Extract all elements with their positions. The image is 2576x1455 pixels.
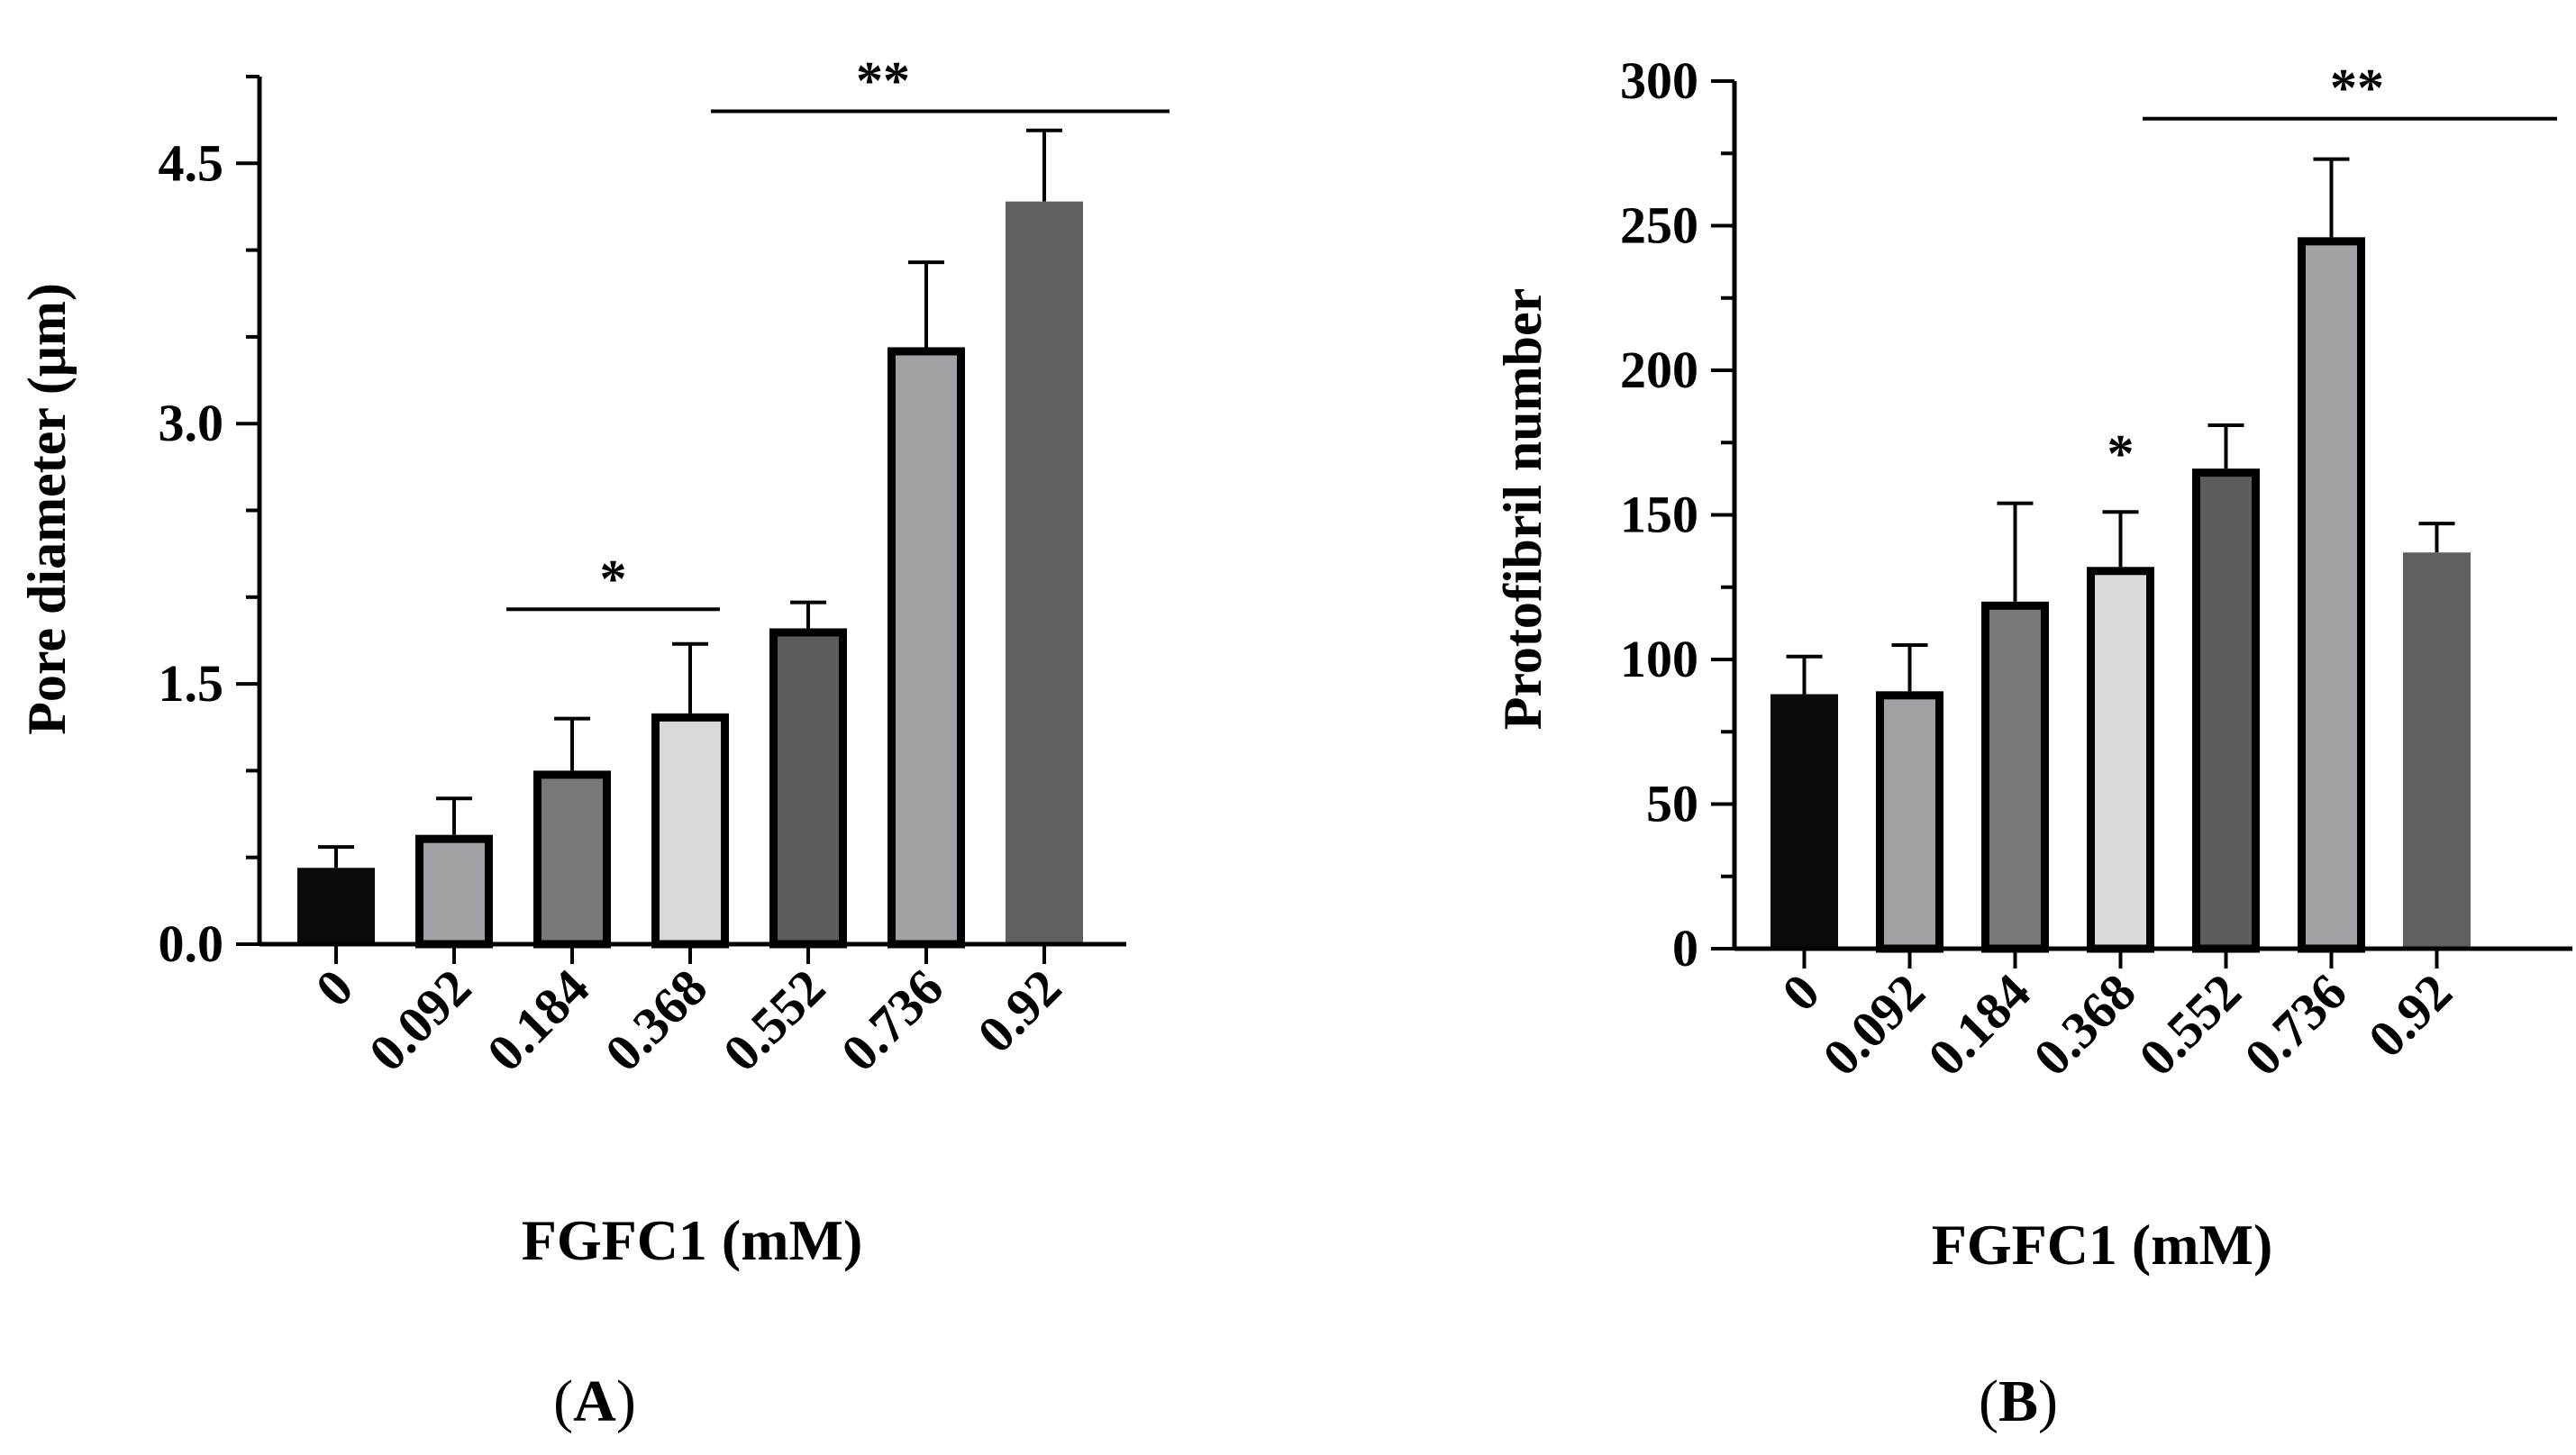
panel-a-caption-close: ) bbox=[616, 1369, 636, 1434]
panel-b-significance-label-0: * bbox=[2107, 423, 2135, 483]
panel-a-bar-6 bbox=[1006, 201, 1083, 944]
panel-b-caption: (B) bbox=[1979, 1369, 2058, 1434]
panel-b-y-tick-label-3: 150 bbox=[1620, 486, 1698, 544]
panel-b-caption-letter: B bbox=[1998, 1369, 2038, 1434]
panel-b-bar-2 bbox=[1981, 601, 2049, 953]
panel-a-caption: (A) bbox=[553, 1369, 636, 1434]
panel-b-y-tick-label-4: 200 bbox=[1620, 341, 1698, 399]
panel-a-x-tick-label-4: 0.552 bbox=[712, 958, 836, 1082]
panel-b-x-tick-label-3: 0.368 bbox=[2022, 962, 2146, 1087]
panel-b-bar-5 bbox=[2298, 237, 2365, 953]
panel-b-x-tick-label-5: 0.736 bbox=[2233, 962, 2357, 1087]
panel-a-bar-2 bbox=[533, 770, 611, 949]
panel-b-bar-0 bbox=[1770, 694, 1838, 949]
panel-b-bar-1 bbox=[1876, 691, 1943, 953]
panel-a-bar-4 bbox=[769, 628, 847, 949]
panel-a-significance-label-1: ** bbox=[856, 51, 910, 111]
panel-a-x-axis-label: FGFC1 (mM) bbox=[522, 1208, 863, 1272]
panel-a-y-tick-label-3: 4.5 bbox=[159, 133, 224, 192]
panel-a-y-tick-label-0: 0.0 bbox=[159, 914, 224, 973]
panel-a-bar-3 bbox=[651, 713, 729, 949]
panel-b-x-tick-label-4: 0.552 bbox=[2127, 962, 2252, 1087]
panel-a-x-tick-label-6: 0.92 bbox=[966, 958, 1072, 1064]
panel-a-bar-5 bbox=[887, 347, 965, 949]
panel-b-chart: Protofibril number FGFC1 (mM) (B) 0 50 100… bbox=[1493, 51, 2572, 1434]
panel-a-x-tick-label-2: 0.184 bbox=[476, 958, 600, 1082]
panel-a-y-tick-label-1: 1.5 bbox=[159, 654, 224, 713]
panel-a-y-axis-label: Pore diameter (μm) bbox=[17, 283, 77, 735]
panel-b-y-axis-label: Protofibril number bbox=[1493, 288, 1552, 731]
panel-b-x-tick-label-1: 0.092 bbox=[1811, 962, 1935, 1087]
panel-a-x-tick-label-1: 0.092 bbox=[358, 958, 482, 1082]
panel-b-significance-label-1: ** bbox=[2330, 59, 2384, 118]
panel-a-chart: Pore diameter (μm) FGFC1 (mM) (A) 0.0 1.5… bbox=[17, 51, 1170, 1434]
panel-a-bar-0 bbox=[297, 868, 375, 944]
panel-b-y-tick-label-6: 300 bbox=[1620, 51, 1698, 110]
panel-b-bar-3 bbox=[2087, 567, 2154, 953]
panel-b-y-tick-label-1: 50 bbox=[1646, 775, 1698, 833]
panel-b-bar-4 bbox=[2192, 468, 2260, 953]
panel-b-x-tick-label-0: 0 bbox=[1770, 962, 1830, 1022]
panel-a-y-tick-label-2: 3.0 bbox=[159, 394, 224, 452]
panel-b-x-axis-label: FGFC1 (mM) bbox=[1932, 1213, 2273, 1277]
panel-a-bar-1 bbox=[415, 834, 493, 949]
panel-b-caption-open: ( bbox=[1979, 1369, 1998, 1434]
panel-a-x-tick-label-5: 0.736 bbox=[830, 958, 954, 1082]
panel-b-x-tick-label-2: 0.184 bbox=[1916, 962, 2041, 1087]
panel-b-y-tick-label-0: 0 bbox=[1672, 919, 1698, 978]
panel-a-caption-letter: A bbox=[573, 1369, 616, 1434]
panel-b-y-tick-label-5: 250 bbox=[1620, 196, 1698, 255]
panel-a-significance-label-0: * bbox=[600, 549, 627, 608]
panel-a-x-tick-label-0: 0 bbox=[305, 958, 364, 1017]
panel-b-y-tick-label-2: 100 bbox=[1620, 630, 1698, 688]
panel-b-caption-close: ) bbox=[2038, 1369, 2058, 1434]
panel-a-caption-open: ( bbox=[553, 1369, 573, 1434]
panel-a-x-tick-label-3: 0.368 bbox=[594, 958, 718, 1082]
panel-b-x-tick-label-6: 0.92 bbox=[2357, 962, 2463, 1069]
panel-b-bar-6 bbox=[2403, 552, 2471, 949]
